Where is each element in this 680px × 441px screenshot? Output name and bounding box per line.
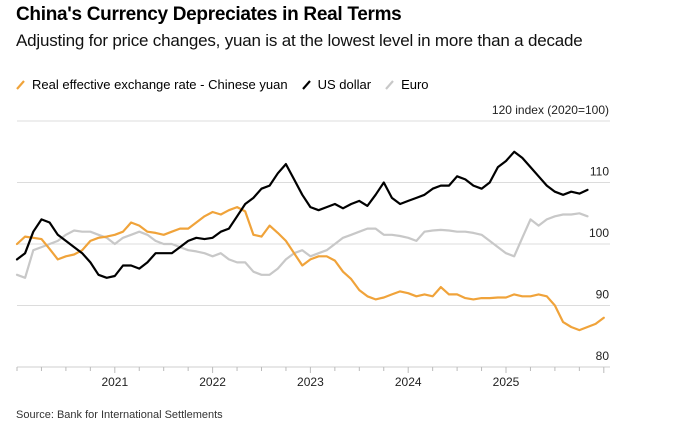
y-tick-label-100: 100 (589, 226, 609, 240)
legend-label-usd: US dollar (317, 77, 372, 92)
legend-item-usd: US dollar (301, 77, 372, 92)
legend: Real effective exchange rate - Chinese y… (16, 77, 443, 92)
x-tick-label-2022: 2022 (199, 375, 226, 389)
legend-swatch-usd (301, 79, 311, 90)
y-tick-label-90: 90 (596, 288, 610, 302)
chart-subtitle: Adjusting for price changes, yuan is at … (16, 31, 583, 50)
source-note: Source: Bank for International Settlemen… (16, 409, 223, 421)
x-tick-label-2024: 2024 (395, 375, 422, 389)
legend-item-euro: Euro (385, 77, 429, 92)
x-tick-label-2023: 2023 (297, 375, 324, 389)
legend-swatch-yuan (16, 79, 25, 90)
legend-label-euro: Euro (401, 77, 429, 92)
chart-title: China's Currency Depreciates in Real Ter… (16, 4, 402, 25)
series-line-real-effective-exchange-rate-chinese-yuan (15, 206, 605, 332)
y-tick-label-80: 80 (596, 349, 610, 363)
x-tick-label-2021: 2021 (101, 375, 128, 389)
x-tick-label-2025: 2025 (493, 375, 520, 389)
y-tick-label-120: 120 index (2020=100) (492, 103, 609, 117)
legend-item-yuan: Real effective exchange rate - Chinese y… (16, 77, 288, 92)
series-line-us-dollar (15, 150, 589, 279)
y-tick-label-110: 110 (590, 165, 609, 179)
legend-label-yuan: Real effective exchange rate - Chinese y… (32, 77, 288, 92)
series-line-euro (15, 212, 589, 279)
legend-swatch-euro (385, 79, 394, 90)
